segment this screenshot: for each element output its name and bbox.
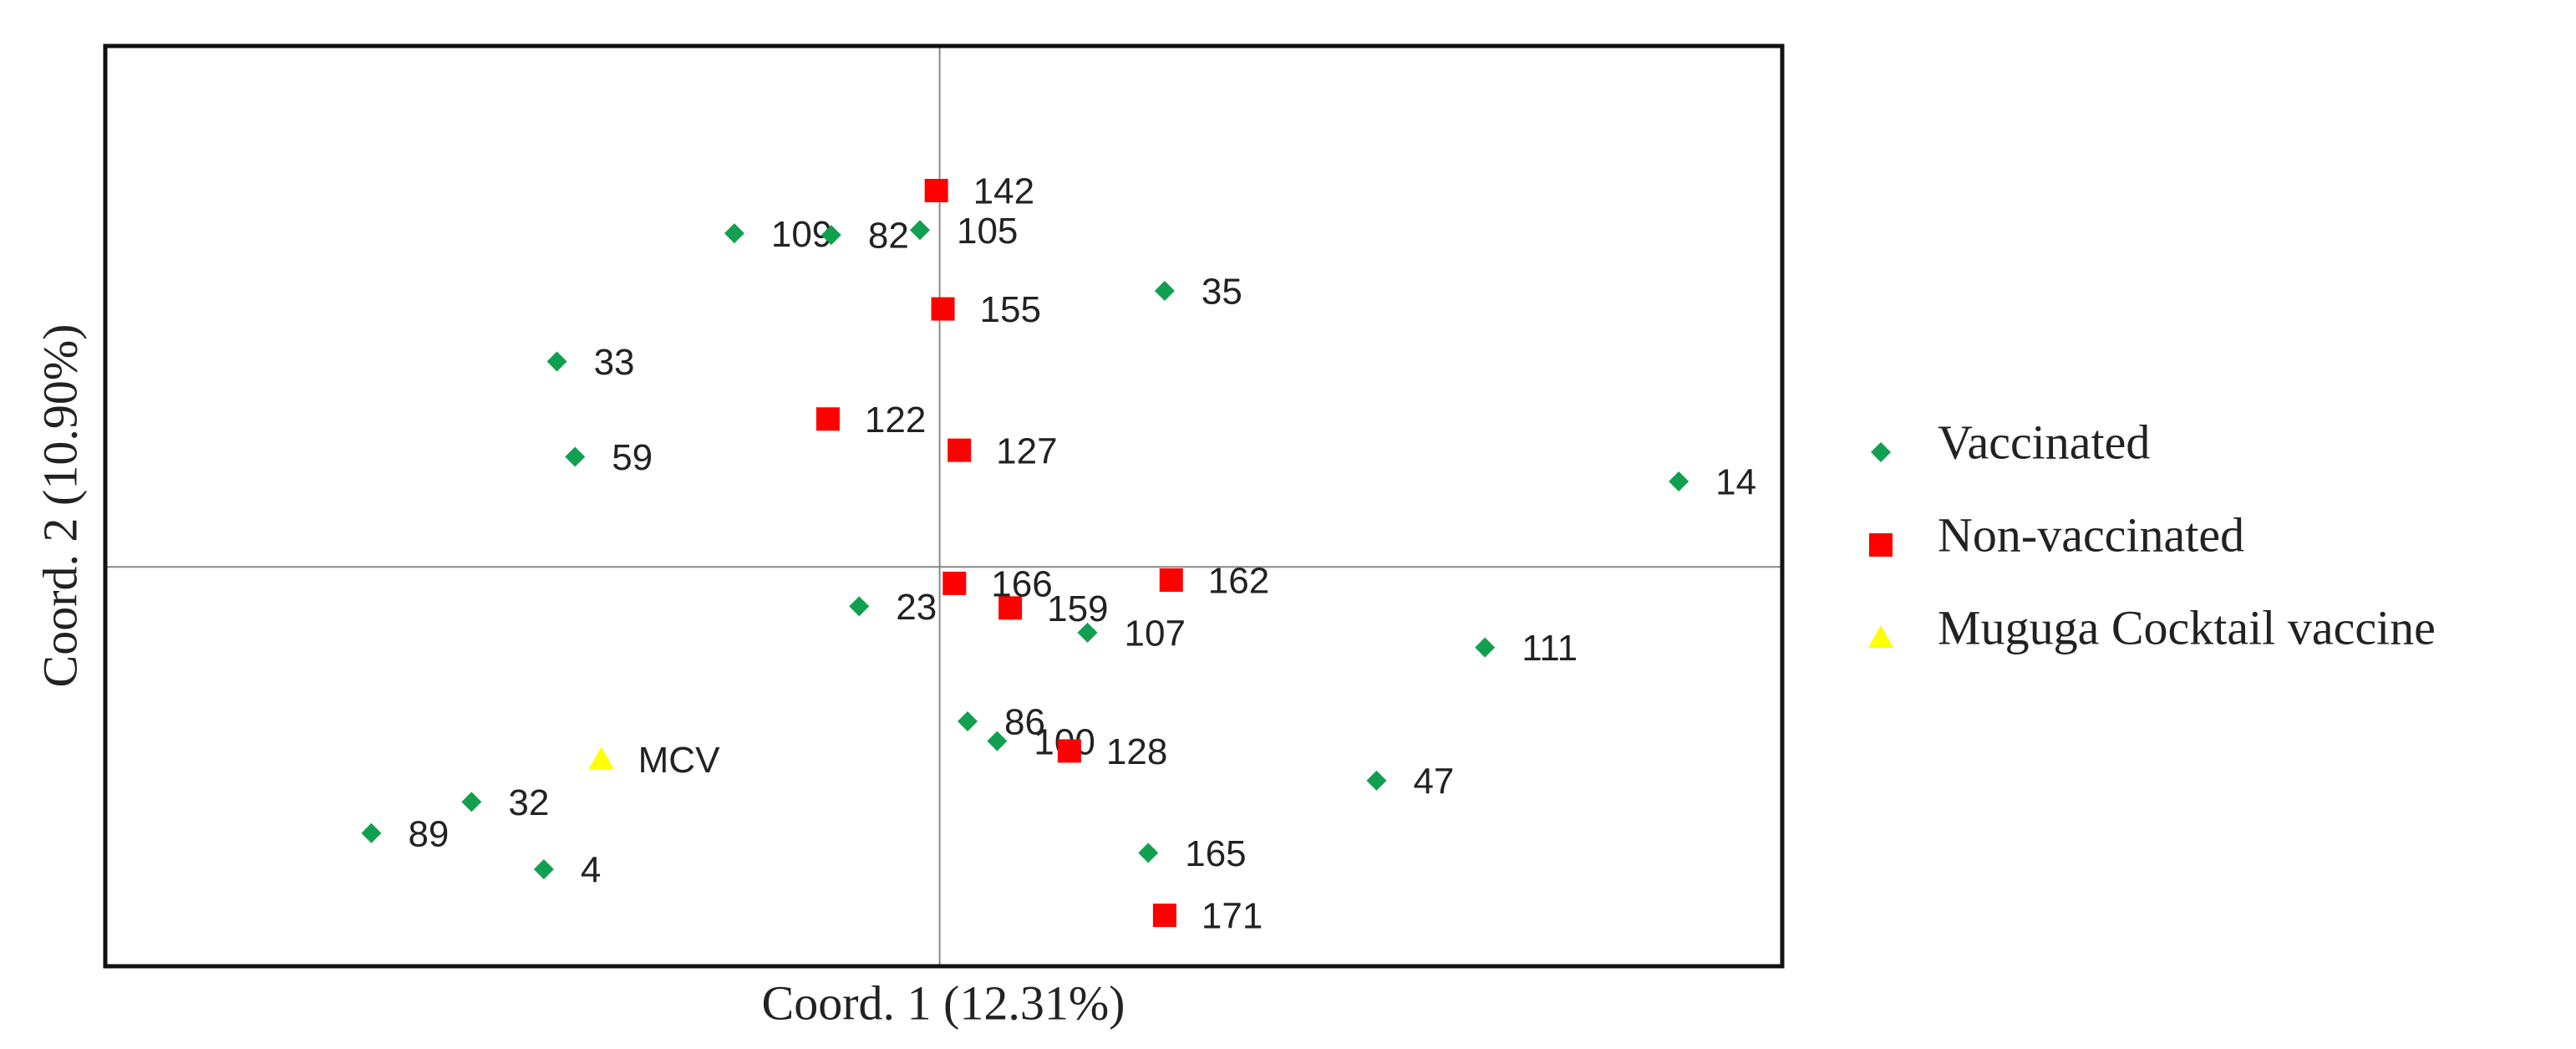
- point-label: 171: [1202, 896, 1263, 937]
- point-label: 86: [1004, 702, 1045, 743]
- point-label: 47: [1413, 761, 1454, 802]
- point: [958, 711, 978, 732]
- point: [931, 297, 955, 321]
- point-label: 35: [1202, 272, 1242, 313]
- legend-marker: [1868, 625, 1893, 648]
- point-label: 127: [996, 430, 1057, 471]
- point: [533, 859, 554, 880]
- point-label: 82: [868, 216, 909, 257]
- legend-marker: [1871, 442, 1891, 462]
- point: [1057, 739, 1081, 763]
- point: [987, 731, 1008, 751]
- point: [546, 351, 567, 372]
- point-label: 165: [1185, 833, 1246, 874]
- point-label: 105: [957, 211, 1018, 252]
- point-label: 111: [1522, 628, 1578, 669]
- point-label: 122: [865, 400, 926, 440]
- point: [815, 407, 840, 431]
- point: [565, 446, 586, 467]
- point: [924, 179, 948, 203]
- point-label: 128: [1106, 731, 1167, 772]
- point: [948, 438, 972, 462]
- legend-label: Vaccinated: [1938, 415, 2150, 469]
- point: [1669, 471, 1689, 492]
- point-label: 162: [1208, 561, 1269, 602]
- point-label: 89: [408, 813, 449, 854]
- y-axis-label: Coord. 2 (10.90%): [33, 324, 87, 688]
- point-label: 23: [896, 587, 937, 628]
- point: [1366, 770, 1387, 791]
- point-label: 155: [980, 289, 1041, 330]
- x-axis-label: Coord. 1 (12.31%): [762, 975, 1125, 1030]
- point: [1152, 904, 1176, 928]
- point-label: MCV: [638, 740, 720, 781]
- point-label: 33: [594, 342, 635, 383]
- point: [1077, 622, 1098, 643]
- plot-frame: [103, 43, 1785, 969]
- point: [588, 746, 614, 770]
- point: [1475, 637, 1496, 658]
- point: [821, 225, 841, 246]
- legend-label: Muguga Cocktail vaccine: [1938, 600, 2436, 654]
- point: [461, 792, 482, 812]
- point-label: 32: [508, 782, 549, 823]
- point: [909, 220, 930, 241]
- point: [849, 596, 870, 617]
- point-label: 4: [581, 850, 601, 891]
- point-label: 159: [1047, 588, 1108, 629]
- point: [1138, 843, 1159, 863]
- point: [361, 822, 382, 843]
- point: [943, 571, 967, 595]
- point-label: 14: [1715, 462, 1756, 503]
- point: [724, 223, 744, 244]
- point-label: 59: [612, 437, 653, 478]
- point: [1159, 568, 1183, 592]
- point: [1154, 280, 1175, 301]
- legend-marker: [1869, 533, 1893, 557]
- point-label: 142: [973, 171, 1034, 212]
- legend-label: Non-vaccinated: [1938, 507, 2244, 562]
- point: [998, 596, 1023, 620]
- point-label: 107: [1125, 614, 1186, 654]
